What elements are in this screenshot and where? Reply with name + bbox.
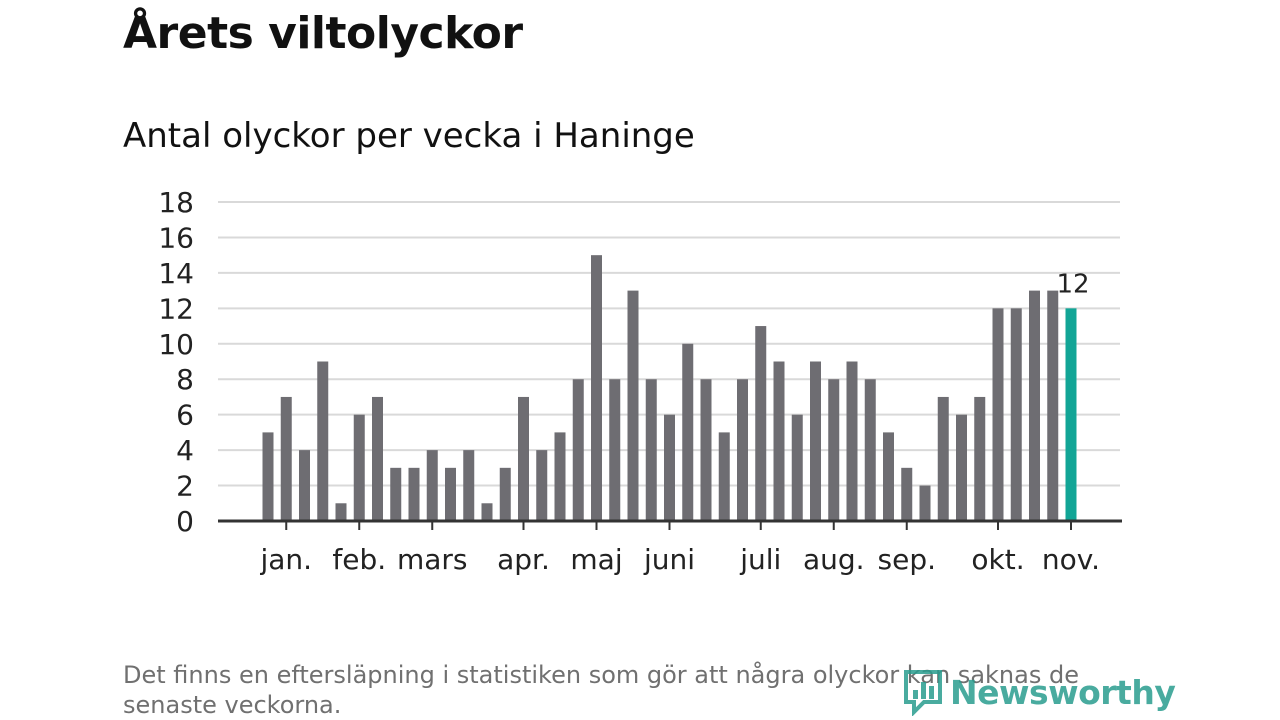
footnote: Det finns en eftersläpning i statistiken… — [123, 661, 1079, 719]
bar — [992, 308, 1004, 521]
bar — [317, 361, 329, 521]
bar — [445, 467, 456, 521]
y-tick-label: 10 — [158, 328, 194, 361]
y-tick-label: 14 — [158, 257, 194, 290]
bar — [846, 361, 858, 521]
bar — [1029, 290, 1040, 521]
bar — [919, 485, 931, 521]
y-tick-label: 16 — [158, 221, 194, 254]
bar — [828, 379, 840, 521]
bar — [682, 343, 694, 521]
bar — [299, 450, 310, 521]
bar — [536, 450, 548, 521]
bar — [280, 396, 292, 521]
bar — [481, 503, 493, 521]
bar — [810, 361, 821, 521]
bar — [262, 432, 274, 521]
bar — [645, 379, 657, 521]
chart-subtitle: Antal olyckor per vecka i Haninge — [123, 116, 695, 156]
x-tick-label: okt. — [971, 543, 1024, 576]
bar — [408, 467, 420, 521]
bar — [609, 379, 621, 521]
bar — [864, 379, 876, 521]
bar — [572, 379, 584, 521]
bar — [718, 432, 730, 521]
x-tick-label: maj — [570, 543, 622, 576]
bar — [627, 290, 639, 521]
x-tick-label: juli — [739, 543, 781, 576]
bar — [372, 396, 383, 521]
x-tick-label: mars — [397, 543, 468, 576]
x-tick-label: aug. — [803, 543, 865, 576]
bar — [518, 396, 529, 521]
bar — [700, 379, 712, 521]
bar — [390, 467, 402, 521]
bar — [773, 361, 785, 521]
chart-title: Årets viltolyckor — [123, 8, 523, 59]
bar — [554, 432, 566, 521]
x-tick-label: sep. — [878, 543, 937, 576]
newsworthy-brand-text: Newsworthy — [950, 672, 1176, 712]
bar — [737, 379, 748, 521]
y-tick-label: 4 — [176, 434, 194, 467]
bar — [901, 467, 913, 521]
x-tick-label: jan. — [259, 543, 312, 576]
bar — [974, 396, 986, 521]
bar — [353, 414, 365, 521]
newsworthy-logo: Newsworthy — [902, 668, 1176, 716]
bar — [1010, 308, 1022, 521]
bar — [463, 450, 475, 521]
bar — [499, 467, 511, 521]
bar — [664, 414, 675, 521]
y-tick-label: 8 — [176, 363, 194, 396]
bar — [426, 450, 438, 521]
y-tick-label: 12 — [158, 292, 194, 325]
bar — [956, 414, 967, 521]
bar — [591, 255, 602, 521]
x-tick-label: apr. — [497, 543, 550, 576]
newsworthy-logo-icon — [904, 670, 942, 716]
highlight-value-label: 12 — [1056, 269, 1089, 299]
bar — [883, 432, 894, 521]
bar — [1047, 290, 1059, 521]
bar-highlight — [1065, 308, 1077, 521]
bar — [937, 396, 949, 521]
x-tick-label: feb. — [332, 543, 386, 576]
y-tick-label: 6 — [176, 399, 194, 432]
bar — [335, 503, 347, 521]
y-tick-label: 18 — [158, 186, 194, 219]
x-tick-label: juni — [643, 543, 695, 576]
bar — [755, 326, 767, 521]
y-tick-label: 2 — [176, 470, 194, 503]
y-tick-label: 0 — [176, 505, 194, 538]
bar — [791, 414, 803, 521]
x-tick-label: nov. — [1042, 543, 1100, 576]
